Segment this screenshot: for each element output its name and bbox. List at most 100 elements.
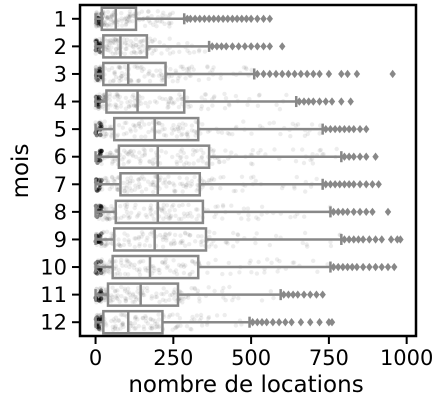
strip-point <box>116 318 122 323</box>
strip-point <box>127 9 133 14</box>
strip-point <box>98 48 103 54</box>
strip-point <box>105 9 111 15</box>
box-group-month-3 <box>93 61 396 87</box>
strip-point <box>224 239 229 245</box>
strip-point <box>180 131 185 137</box>
strip-point <box>141 326 147 332</box>
strip-point <box>171 181 176 186</box>
strip-point <box>128 103 134 108</box>
strip-point <box>179 295 185 301</box>
strip-point <box>124 40 129 46</box>
strip-point <box>209 176 215 181</box>
x-tick-label: 750 <box>309 346 349 370</box>
strip-point <box>130 44 135 49</box>
strip-point <box>110 206 115 211</box>
outlier-point <box>384 262 392 272</box>
strip-point <box>189 182 195 187</box>
strip-point <box>302 230 308 236</box>
strip-point <box>124 204 130 209</box>
strip-point <box>99 148 104 153</box>
strip-point <box>110 294 115 300</box>
strip-point <box>169 131 175 136</box>
strip-point <box>199 95 204 100</box>
outlier-point <box>350 152 357 161</box>
strip-point <box>140 38 145 44</box>
strip-point <box>179 216 184 222</box>
strip-point <box>115 187 120 192</box>
strip-point <box>97 323 103 328</box>
strip-point <box>183 243 188 248</box>
strip-point <box>107 79 113 84</box>
strip-point <box>135 185 141 190</box>
strip-point <box>165 102 171 107</box>
strip-point <box>101 207 107 212</box>
strip-point <box>122 188 127 194</box>
strip-point <box>124 185 129 191</box>
strip-point <box>175 125 180 130</box>
strip-point <box>178 323 183 328</box>
strip-point <box>130 178 135 184</box>
strip-point <box>119 257 124 263</box>
strip-point <box>140 232 146 237</box>
outlier-point <box>254 69 261 79</box>
strip-point <box>142 74 147 79</box>
strip-point <box>99 231 104 236</box>
strip-point <box>118 326 123 331</box>
strip-point <box>97 298 102 303</box>
strip-point <box>113 36 118 42</box>
strip-point <box>147 159 152 164</box>
strip-point <box>161 206 166 211</box>
strip-point <box>180 189 185 194</box>
strip-point <box>124 37 130 42</box>
strip-point <box>119 74 124 79</box>
strip-point <box>222 159 227 164</box>
strip-point <box>171 289 176 295</box>
strip-point <box>112 158 118 163</box>
strip-point <box>233 93 239 99</box>
strip-point <box>240 188 245 193</box>
strip-point <box>288 134 293 139</box>
outlier-point <box>224 14 231 23</box>
strip-point <box>248 258 253 263</box>
strip-point <box>114 148 119 153</box>
strip-point <box>148 208 153 213</box>
strip-point <box>125 189 130 195</box>
outlier-point <box>345 180 353 189</box>
strip-point <box>152 265 157 271</box>
strip-point <box>114 50 120 55</box>
strip-point <box>104 38 109 44</box>
outlier-point <box>303 69 311 79</box>
strip-point <box>137 269 142 274</box>
strip-point <box>220 203 226 208</box>
strip-point <box>138 158 143 164</box>
outlier-point <box>322 180 329 189</box>
strip-point <box>125 290 130 295</box>
strip-point <box>235 232 240 237</box>
strip-point <box>136 324 141 329</box>
strip-point <box>200 178 205 183</box>
strip-point <box>151 157 156 162</box>
strip-point <box>162 261 167 266</box>
strip-point <box>122 51 128 56</box>
strip-point <box>124 46 129 51</box>
strip-point <box>182 162 187 167</box>
strip-point <box>241 206 247 211</box>
outlier-point <box>336 124 343 134</box>
strip-point <box>139 68 145 74</box>
strip-point <box>136 121 142 127</box>
strip-point <box>96 69 101 74</box>
strip-point <box>294 174 299 180</box>
strip-point <box>137 39 142 44</box>
strip-point <box>205 64 210 69</box>
outlier-point <box>350 207 357 217</box>
strip-point <box>103 297 108 303</box>
strip-point <box>96 41 101 47</box>
strip-point <box>132 236 137 241</box>
strip-point <box>96 23 101 28</box>
strip-point <box>135 289 140 294</box>
strip-point <box>254 231 259 236</box>
strip-point <box>256 93 262 98</box>
strip-point <box>196 49 202 54</box>
plot-frame <box>78 3 418 338</box>
strip-point <box>98 286 103 291</box>
